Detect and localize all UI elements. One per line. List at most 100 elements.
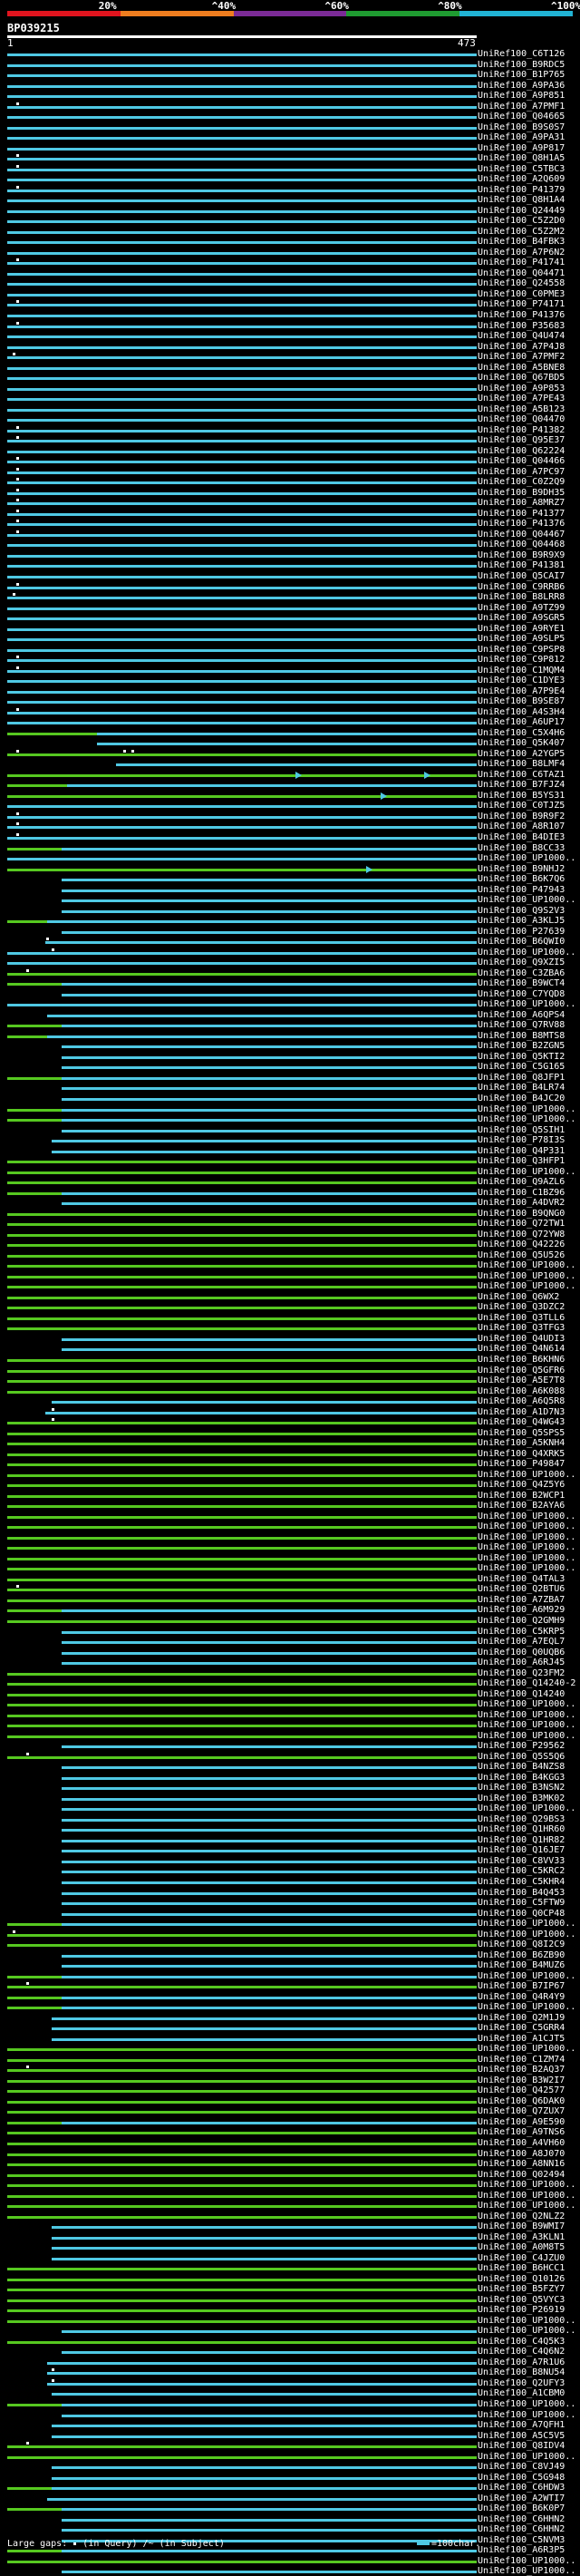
hit-bar[interactable]: [62, 1662, 477, 1666]
hit-bar[interactable]: [52, 2027, 477, 2031]
hit-label[interactable]: UniRef100_A7PMF2: [478, 352, 566, 363]
hit-label[interactable]: UniRef100_Q5GFR6: [478, 1365, 566, 1375]
hit-label[interactable]: UniRef100_C5NVM3: [478, 2534, 566, 2545]
hit-label[interactable]: UniRef100_Q3HFP1: [478, 1156, 566, 1167]
hit-label[interactable]: UniRef100_B8LRR8: [478, 592, 566, 603]
hit-bar[interactable]: [62, 1839, 477, 1842]
hit-label[interactable]: UniRef100_A9PA36: [478, 80, 566, 91]
hit-label[interactable]: UniRef100_UP1000..: [478, 1803, 576, 1814]
hit-label[interactable]: UniRef100_C9P812: [478, 655, 566, 666]
hit-label[interactable]: UniRef100_Q9S2V3: [478, 905, 566, 916]
hit-bar[interactable]: [7, 63, 477, 67]
hit-bar[interactable]: [7, 189, 477, 192]
hit-label[interactable]: UniRef100_B6ZB90: [478, 1949, 566, 1960]
hit-label[interactable]: UniRef100_B9NHJ2: [478, 863, 566, 874]
hit-bar[interactable]: [7, 293, 477, 296]
hit-label[interactable]: UniRef100_Q9XZI5: [478, 957, 566, 968]
hit-label[interactable]: UniRef100_UP1000..: [478, 1270, 576, 1281]
hit-bar[interactable]: [7, 669, 477, 673]
hit-label[interactable]: UniRef100_Q2UFY3: [478, 2377, 566, 2388]
hit-bar[interactable]: [7, 773, 477, 777]
hit-label[interactable]: UniRef100_A5C5V5: [478, 2430, 566, 2441]
hit-label[interactable]: UniRef100_C6T126: [478, 49, 566, 59]
hit-label[interactable]: UniRef100_C6HHN2: [478, 2524, 566, 2535]
hit-bar[interactable]: [7, 2007, 63, 2010]
hit-label[interactable]: UniRef100_Q62224: [478, 445, 566, 456]
hit-label[interactable]: UniRef100_C1ZM74: [478, 2054, 566, 2065]
hit-label[interactable]: UniRef100_B9WCT4: [478, 978, 566, 989]
hit-bar[interactable]: [52, 2247, 477, 2250]
hit-bar[interactable]: [7, 1975, 63, 1978]
hit-bar[interactable]: [62, 1766, 477, 1770]
hit-label[interactable]: UniRef100_UP1000..: [478, 1919, 576, 1930]
hit-bar[interactable]: [7, 2121, 63, 2124]
hit-label[interactable]: UniRef100_A7QFH1: [478, 2420, 566, 2431]
hit-bar[interactable]: [62, 1912, 477, 1916]
hit-bar[interactable]: [7, 1494, 477, 1498]
hit-label[interactable]: UniRef100_Q42226: [478, 1239, 566, 1250]
hit-label[interactable]: UniRef100_Q1HR60: [478, 1824, 566, 1835]
hit-label[interactable]: UniRef100_UP1000..: [478, 2180, 576, 2191]
hit-bar[interactable]: [7, 805, 477, 809]
hit-label[interactable]: UniRef100_Q8H1A4: [478, 195, 566, 206]
hit-bar[interactable]: [7, 1171, 477, 1174]
hit-bar[interactable]: [62, 1776, 477, 1780]
hit-bar[interactable]: [7, 2560, 477, 2563]
hit-bar[interactable]: [7, 481, 477, 485]
hit-label[interactable]: UniRef100_C5KRC2: [478, 1866, 566, 1877]
hit-bar[interactable]: [62, 1055, 477, 1059]
hit-label[interactable]: UniRef100_B4Q453: [478, 1887, 566, 1898]
hit-label[interactable]: UniRef100_B4KGG3: [478, 1772, 566, 1783]
hit-label[interactable]: UniRef100_B9WMI7: [478, 2221, 566, 2232]
hit-bar[interactable]: [7, 1296, 477, 1299]
hit-label[interactable]: UniRef100_B6K0P7: [478, 2503, 566, 2514]
hit-label[interactable]: UniRef100_C5G165: [478, 1062, 566, 1073]
hit-bar[interactable]: [7, 408, 477, 412]
hit-bar[interactable]: [7, 1181, 477, 1185]
hit-label[interactable]: UniRef100_Q2NLZ2: [478, 2211, 566, 2221]
hit-label[interactable]: UniRef100_C6HHN2: [478, 2513, 566, 2524]
hit-label[interactable]: UniRef100_Q8H1A5: [478, 153, 566, 164]
hit-label[interactable]: UniRef100_P41741: [478, 258, 566, 268]
hit-bar[interactable]: [7, 1609, 63, 1613]
hit-label[interactable]: UniRef100_Q4R4Y9: [478, 1991, 566, 2002]
hit-bar[interactable]: [62, 2550, 477, 2553]
hit-bar[interactable]: [46, 2372, 477, 2376]
hit-label[interactable]: UniRef100_A6RJ45: [478, 1657, 566, 1668]
hit-bar[interactable]: [62, 1975, 477, 1978]
hit-label[interactable]: UniRef100_UP1000..: [478, 1699, 576, 1710]
hit-bar[interactable]: [7, 105, 477, 109]
hit-label[interactable]: UniRef100_A9SGR5: [478, 613, 566, 624]
hit-label[interactable]: UniRef100_B2WCP1: [478, 1490, 566, 1501]
hit-bar[interactable]: [62, 1651, 477, 1655]
hit-label[interactable]: UniRef100_P41377: [478, 508, 566, 519]
hit-label[interactable]: UniRef100_C1MQM4: [478, 665, 566, 676]
hit-bar[interactable]: [7, 179, 477, 182]
hit-label[interactable]: UniRef100_P41381: [478, 560, 566, 571]
hit-bar[interactable]: [7, 659, 477, 663]
hit-bar[interactable]: [7, 2299, 477, 2302]
hit-bar[interactable]: [52, 2257, 477, 2260]
hit-bar[interactable]: [7, 230, 477, 234]
hit-bar[interactable]: [7, 2205, 477, 2209]
hit-label[interactable]: UniRef100_Q04467: [478, 529, 566, 540]
hit-bar[interactable]: [62, 2539, 477, 2542]
hit-bar[interactable]: [62, 1202, 477, 1206]
hit-bar[interactable]: [116, 763, 477, 767]
hit-label[interactable]: UniRef100_C5Z2M2: [478, 226, 566, 237]
hit-label[interactable]: UniRef100_Q14240-2: [478, 1678, 576, 1689]
hit-label[interactable]: UniRef100_B8MTS8: [478, 1030, 566, 1041]
hit-bar[interactable]: [7, 1286, 477, 1289]
hit-label[interactable]: UniRef100_Q5CAI7: [478, 571, 566, 581]
hit-label[interactable]: UniRef100_Q72YW8: [478, 1229, 566, 1239]
hit-label[interactable]: UniRef100_C5X4H6: [478, 727, 566, 738]
hit-label[interactable]: UniRef100_P41379: [478, 184, 566, 195]
hit-label[interactable]: UniRef100_Q4Z5Y6: [478, 1480, 566, 1491]
hit-label[interactable]: UniRef100_Q4XRK5: [478, 1448, 566, 1459]
hit-label[interactable]: UniRef100_Q3TFG3: [478, 1323, 566, 1334]
hit-bar[interactable]: [62, 1808, 477, 1812]
hit-bar[interactable]: [7, 2487, 53, 2491]
hit-bar[interactable]: [62, 2007, 477, 2010]
hit-label[interactable]: UniRef100_P41376: [478, 310, 566, 320]
hit-bar[interactable]: [7, 1108, 63, 1112]
